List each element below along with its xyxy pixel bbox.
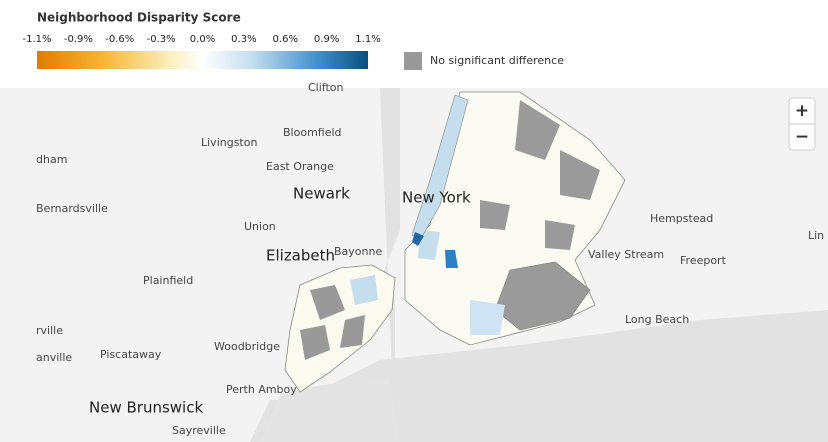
legend-tick-label: -1.1% [22, 34, 51, 45]
place-label: Perth Amboy [226, 383, 297, 396]
place-label: Newark [293, 185, 350, 203]
place-label: Valley Stream [588, 248, 664, 261]
legend-tick-label: 0.9% [314, 34, 339, 45]
legend-tick-label: 0.6% [273, 34, 298, 45]
place-labels: Clifton Livingston Bloomfield East Orang… [36, 81, 824, 437]
legend-ticks: -1.1% -0.9% -0.6% -0.3% 0.0% 0.3% 0.6% 0.9% 1.1% [22, 34, 380, 45]
legend-tick-label: -0.9% [64, 34, 93, 45]
legend-tick-label: -0.6% [105, 34, 134, 45]
zoom-out[interactable]: − [795, 127, 809, 147]
place-label: Clifton [308, 81, 344, 94]
place-label: rville [36, 324, 63, 337]
place-label: Plainfield [143, 274, 193, 287]
legend-tick-label: -0.3% [147, 34, 176, 45]
zoom-controls: + − [788, 97, 816, 151]
zoom-in[interactable]: + [795, 101, 809, 121]
place-label: New Brunswick [89, 399, 203, 417]
place-label: Hempstead [650, 212, 713, 225]
place-label: Long Beach [625, 313, 689, 326]
place-label: Sayreville [172, 424, 226, 437]
place-label: Freeport [680, 254, 727, 267]
place-label: Elizabeth [266, 247, 335, 265]
place-label: dham [36, 153, 67, 166]
place-label: Woodbridge [214, 340, 280, 353]
map[interactable] [0, 88, 828, 442]
legend-tick-label: 0.0% [190, 34, 215, 45]
no-data-swatch [404, 52, 422, 70]
place-label: Bernardsville [36, 202, 108, 215]
place-label: Union [244, 220, 276, 233]
place-label: Bayonne [334, 245, 382, 258]
no-data-label: No significant difference [430, 54, 564, 67]
legend-tick-label: 0.3% [231, 34, 256, 45]
place-label: Lin [808, 229, 824, 242]
place-label: anville [36, 351, 72, 364]
place-label: New York [402, 189, 471, 207]
place-label: East Orange [266, 160, 334, 173]
color-scale [37, 51, 368, 69]
place-label: Livingston [201, 136, 257, 149]
place-label: Bloomfield [283, 126, 342, 139]
place-label: Piscataway [100, 348, 162, 361]
legend-tick-label: 1.1% [355, 34, 380, 45]
legend-title: Neighborhood Disparity Score [37, 11, 241, 25]
